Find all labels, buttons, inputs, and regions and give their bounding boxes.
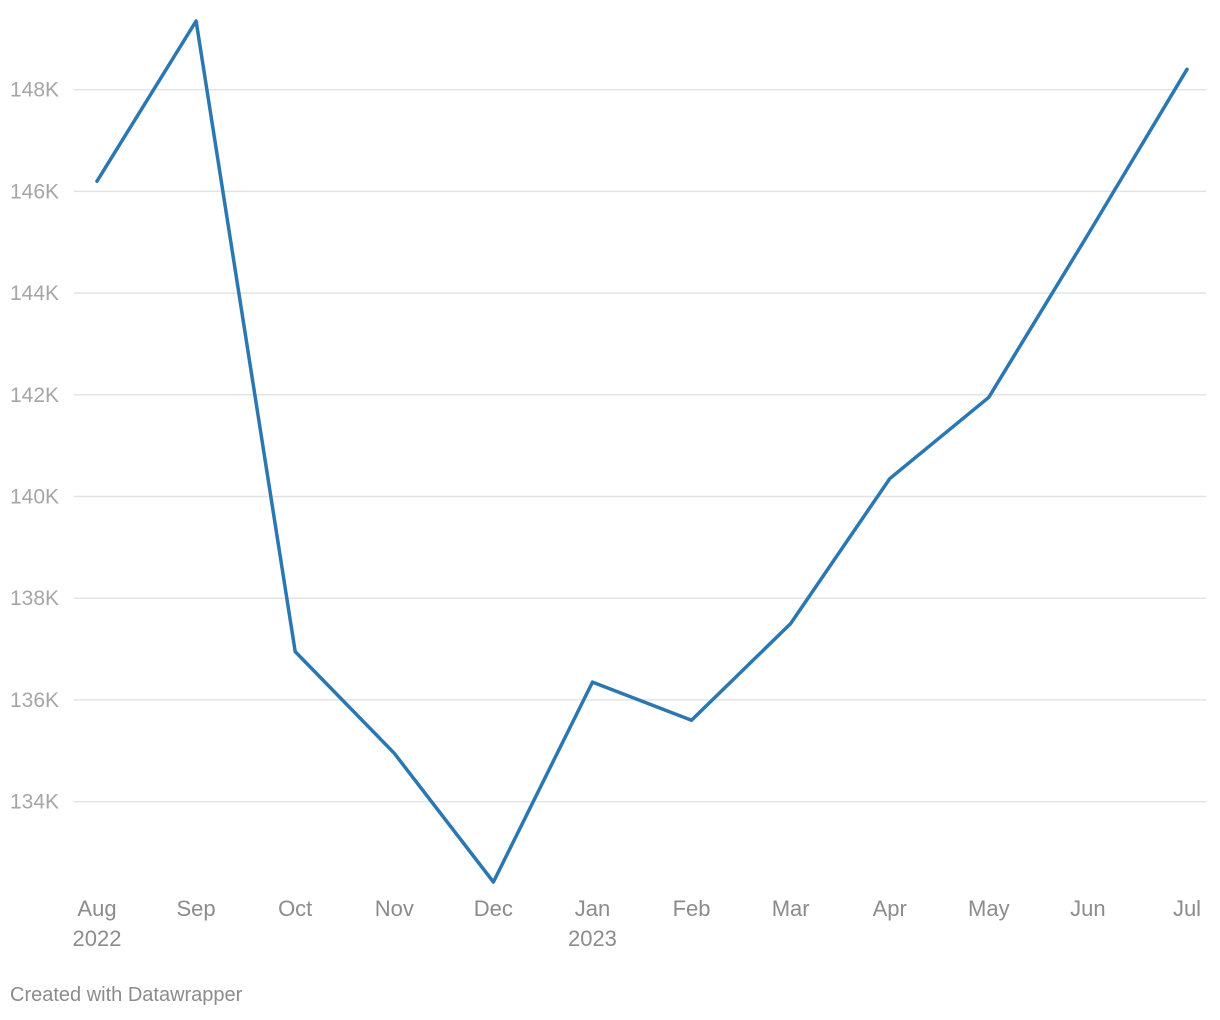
x-year-label: 2023 (568, 926, 617, 951)
y-tick-label: 144K (10, 282, 59, 305)
gridlines (74, 88, 1206, 803)
y-tick-label: 140K (10, 486, 59, 509)
x-tick-label: Feb (673, 896, 711, 921)
x-tick-label: Dec (474, 896, 513, 921)
x-tick-label: Oct (278, 896, 312, 921)
y-tick-label: 146K (10, 180, 59, 203)
x-tick-label: Jul (1173, 896, 1201, 921)
credit-text: Created with Datawrapper (10, 984, 243, 1006)
x-axis-ticks: Aug 2022 Sep Oct Nov Dec Jan 2023 Feb Mar Apr May Ju… (73, 896, 1202, 951)
x-tick-label: Mar (772, 896, 810, 921)
x-tick-label: Jun (1070, 896, 1105, 921)
series-line (95, 19, 1189, 884)
x-year-label: 2022 (73, 926, 122, 951)
y-tick-label: 138K (10, 587, 59, 610)
y-tick-label: 148K (10, 79, 59, 102)
x-tick-label: Nov (375, 896, 414, 921)
series-layer (95, 19, 1189, 884)
line-chart: 134K 136K 138K 140K 142K 144K 146K 148K Aug 2022… (10, 19, 1206, 951)
x-tick-label: Aug (77, 896, 116, 921)
x-tick-label: May (968, 896, 1010, 921)
x-tick-label: Jan (575, 896, 610, 921)
y-axis-ticks: 134K 136K 138K 140K 142K 144K 146K 148K (10, 79, 59, 814)
y-tick-label: 142K (10, 384, 59, 407)
x-tick-label: Sep (177, 896, 216, 921)
x-tick-label: Apr (873, 896, 907, 921)
y-tick-label: 134K (10, 791, 59, 814)
y-tick-label: 136K (10, 689, 59, 712)
